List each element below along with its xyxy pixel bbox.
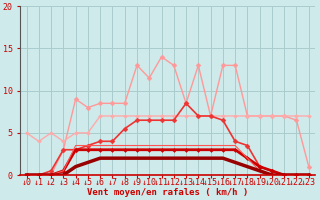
X-axis label: Vent moyen/en rafales ( km/h ): Vent moyen/en rafales ( km/h ) [87,188,248,197]
